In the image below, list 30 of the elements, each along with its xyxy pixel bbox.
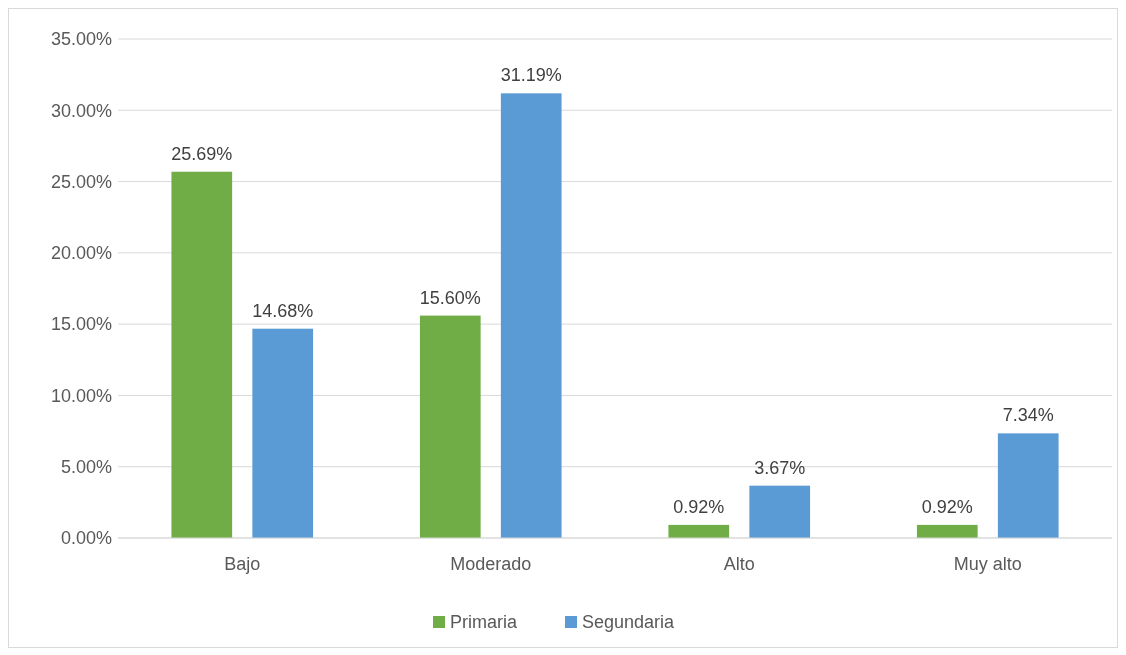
- legend-label: Primaria: [450, 612, 518, 633]
- bar: [171, 171, 233, 538]
- data-label: 0.92%: [673, 496, 725, 517]
- y-tick-label: 15.00%: [50, 314, 112, 335]
- y-tick-label: 30.00%: [50, 100, 112, 121]
- data-label: 3.67%: [754, 457, 806, 478]
- y-tick-label: 25.00%: [50, 171, 112, 192]
- bar: [916, 524, 978, 538]
- y-tick-label: 20.00%: [50, 243, 112, 264]
- data-label: 14.68%: [252, 300, 314, 321]
- bar: [997, 433, 1059, 538]
- data-label: 15.60%: [419, 287, 481, 308]
- data-label: 31.19%: [500, 65, 562, 86]
- x-tick-label: Bajo: [224, 554, 261, 574]
- bar: [419, 315, 481, 538]
- x-tick-label: Moderado: [450, 554, 532, 574]
- bar: [500, 93, 562, 538]
- x-tick-label: Alto: [723, 554, 755, 574]
- bar: [252, 328, 314, 538]
- x-tick-label: Muy alto: [953, 554, 1022, 574]
- y-tick-label: 35.00%: [50, 29, 112, 50]
- bar: [749, 485, 811, 538]
- data-label: 25.69%: [171, 143, 233, 164]
- bar: [668, 524, 730, 538]
- data-label: 7.34%: [1002, 405, 1054, 426]
- y-tick-label: 10.00%: [50, 385, 112, 406]
- y-tick-label: 0.00%: [60, 528, 112, 549]
- legend-label: Segundaria: [582, 612, 676, 633]
- y-tick-label: 5.00%: [60, 457, 112, 478]
- data-label: 0.92%: [921, 496, 973, 517]
